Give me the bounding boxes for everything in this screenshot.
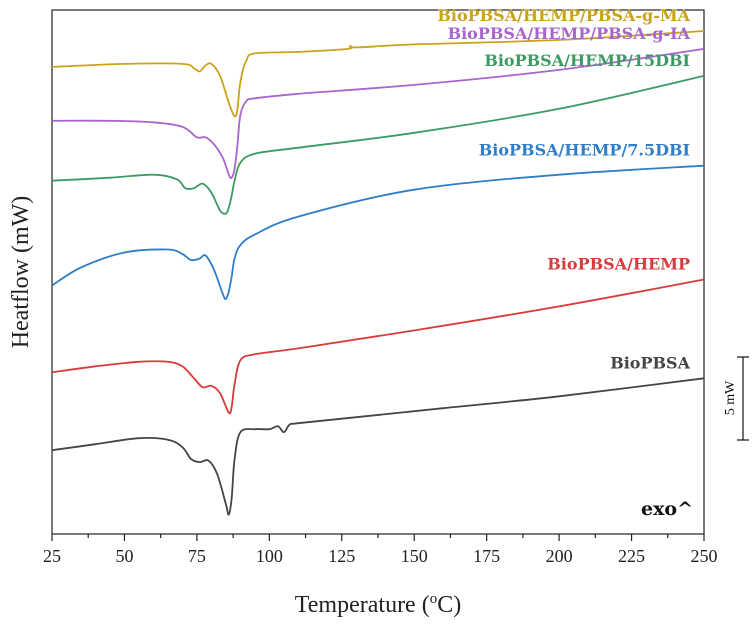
series-label: BioPBSA/HEMP: [547, 254, 690, 273]
x-axis-title-superscript: o: [430, 591, 438, 607]
x-tick-label: 100: [256, 546, 283, 566]
x-tick-label: 225: [618, 546, 645, 566]
x-axis-tick-labels: 25 50 75 100 125 150 175 200 225 250: [43, 546, 718, 566]
series-line: [51, 164, 705, 300]
x-tick-label: 125: [328, 546, 355, 566]
x-tick-label: 25: [43, 546, 61, 566]
series-label: BioPBSA/HEMP/15DBI: [484, 51, 690, 70]
exo-label: exo^: [641, 498, 693, 520]
x-tick-label: 200: [546, 546, 573, 566]
series-label: BioPBSA/HEMP/7.5DBI: [479, 141, 690, 160]
x-axis-title-unit: C): [437, 592, 461, 618]
y-axis-title: Heatflow (mW): [8, 196, 34, 349]
scale-bar: 5 mW: [723, 356, 749, 441]
series-labels: BioPBSA BioPBSA/HEMP BioPBSA/HEMP/7.5DBI Bi…: [437, 6, 690, 372]
x-tick-label: 75: [188, 546, 206, 566]
x-tick-label: 150: [401, 546, 428, 566]
x-tick-label: 50: [115, 546, 133, 566]
series-line: [51, 30, 705, 118]
series-lines: [51, 30, 705, 516]
x-axis-title: Temperature (oC): [295, 591, 461, 618]
series-line: [51, 377, 705, 516]
series-line: [51, 278, 705, 415]
series-label: BioPBSA: [610, 353, 690, 372]
x-axis-ticks: [51, 534, 705, 541]
x-tick-label: 175: [473, 546, 500, 566]
series-line: [51, 48, 705, 179]
series-label: BioPBSA/HEMP/PBSA-g-MA: [437, 6, 690, 25]
series-label: BioPBSA/HEMP/PBSA-g-IA: [448, 24, 691, 43]
x-tick-label: 250: [691, 546, 718, 566]
series-line: [51, 75, 705, 215]
scale-bar-label: 5 mW: [723, 380, 738, 415]
